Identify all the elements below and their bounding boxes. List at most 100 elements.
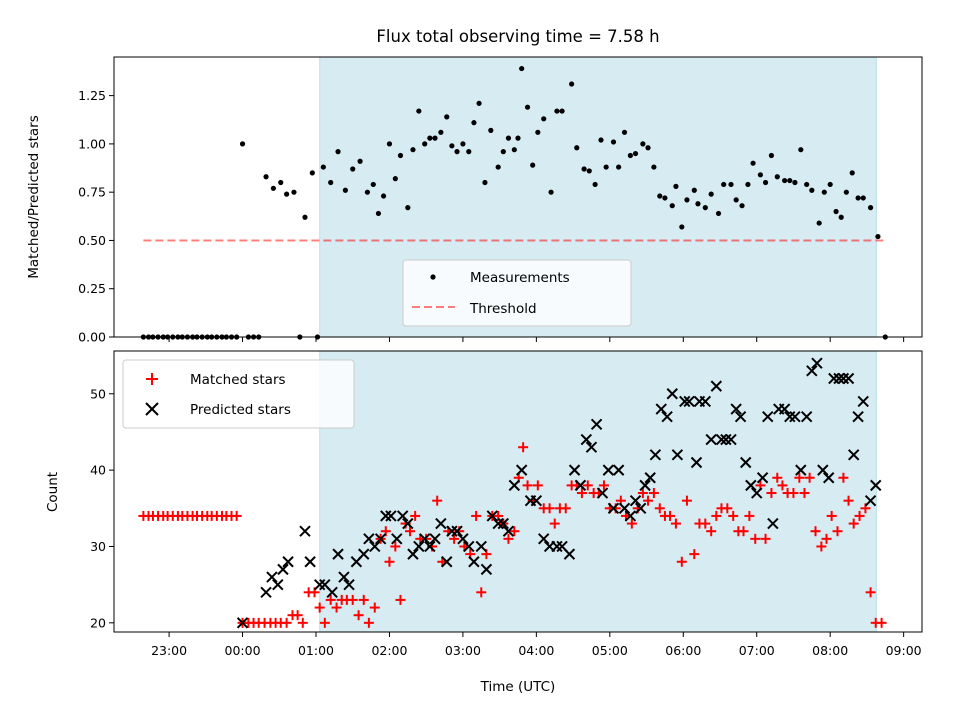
predicted-star-point bbox=[833, 372, 845, 385]
measurement-point bbox=[645, 145, 651, 151]
predicted-star-point bbox=[374, 533, 387, 545]
predicted-star-point bbox=[837, 372, 850, 385]
predicted-star-point bbox=[789, 410, 801, 423]
top-y-tick-label: 0.00 bbox=[78, 330, 106, 345]
measurement-point bbox=[867, 205, 874, 211]
bottom-x-tick-label: 06:00 bbox=[665, 643, 701, 658]
measurement-point bbox=[827, 181, 833, 188]
predicted-star-point bbox=[391, 533, 403, 545]
measurement-point bbox=[816, 220, 822, 226]
matched-star-point bbox=[772, 472, 783, 483]
bottom-panel-frame bbox=[113, 350, 923, 633]
measurement-point bbox=[519, 65, 525, 72]
measurement-point bbox=[669, 203, 675, 209]
predicted-star-point bbox=[299, 525, 311, 537]
measurement-point bbox=[291, 189, 297, 195]
predicted-star-point bbox=[644, 472, 656, 484]
measurement-point bbox=[438, 129, 444, 135]
predicted-star-point bbox=[784, 410, 796, 423]
predicted-star-point bbox=[396, 510, 409, 522]
predicted-star-point bbox=[508, 479, 521, 492]
top-y-tick-label: 1.25 bbox=[78, 88, 106, 103]
measurement-point bbox=[603, 164, 609, 170]
measurement-point bbox=[460, 141, 466, 147]
predicted-star-point bbox=[751, 487, 763, 499]
matched-star-point bbox=[799, 488, 810, 499]
measurement-point bbox=[422, 141, 428, 147]
matched-star-point bbox=[576, 488, 587, 499]
predicted-star-point bbox=[282, 556, 294, 568]
bottom-legend: Matched stars Predicted stars bbox=[122, 359, 355, 429]
matched-star-point bbox=[560, 503, 571, 514]
predicted-star-point bbox=[538, 533, 550, 545]
matched-star-point bbox=[744, 510, 755, 521]
measurement-point bbox=[691, 187, 697, 193]
measurement-point bbox=[278, 179, 284, 186]
bottom-legend-box bbox=[122, 359, 355, 429]
legend-measurements-label: Measurements bbox=[470, 270, 570, 286]
matched-star-point bbox=[325, 594, 336, 605]
predicted-star-point bbox=[756, 472, 769, 484]
predicted-star-point bbox=[828, 372, 840, 385]
matched-star-point bbox=[848, 518, 859, 529]
measurement-point bbox=[662, 195, 668, 201]
matched-star-point bbox=[843, 495, 854, 506]
measurement-point bbox=[505, 135, 512, 141]
predicted-star-point bbox=[475, 540, 487, 553]
top-legend: Measurements Threshold bbox=[402, 259, 632, 327]
measurement-point bbox=[410, 147, 416, 153]
measurement-point bbox=[449, 143, 455, 149]
top-y-axis-label: Matched/Predicted stars bbox=[26, 115, 42, 278]
matched-star-point bbox=[582, 480, 593, 491]
matched-star-point bbox=[297, 617, 308, 628]
measurement-point bbox=[750, 160, 756, 166]
bottom-x-tick-label: 00:00 bbox=[225, 643, 261, 658]
predicted-star-point bbox=[451, 525, 463, 537]
predicted-star-point bbox=[419, 533, 431, 545]
predicted-star-point bbox=[497, 517, 510, 530]
measurement-point bbox=[787, 177, 793, 184]
measurement-point bbox=[838, 214, 844, 220]
matched-star-point bbox=[681, 495, 692, 506]
matched-star-point bbox=[292, 610, 303, 621]
predicted-star-point bbox=[864, 494, 877, 507]
measurement-point bbox=[364, 189, 371, 195]
predicted-star-point bbox=[363, 533, 375, 545]
predicted-star-point bbox=[435, 517, 447, 530]
measurement-point bbox=[598, 137, 604, 143]
measurement-point bbox=[695, 201, 701, 207]
legend-matched-marker bbox=[146, 373, 158, 385]
measurement-point bbox=[581, 166, 587, 172]
matched-star-point bbox=[471, 510, 482, 521]
matched-star-point bbox=[347, 594, 358, 605]
legend-predicted-marker bbox=[145, 402, 159, 416]
matched-star-point bbox=[549, 518, 560, 529]
measurement-point bbox=[375, 210, 382, 217]
matched-star-point bbox=[390, 541, 401, 552]
measurement-point bbox=[721, 181, 727, 188]
predicted-star-point bbox=[734, 410, 747, 423]
matched-star-point bbox=[314, 602, 325, 613]
measurement-point bbox=[586, 168, 592, 174]
measurement-point bbox=[592, 181, 598, 188]
measurement-point bbox=[715, 210, 722, 217]
bottom-panel: 20 30 40 50 23:00 00:00 01:00 02:00 03:00 04:00 0… bbox=[45, 350, 923, 695]
predicted-star-point bbox=[649, 449, 662, 461]
matched-star-point bbox=[522, 480, 533, 491]
predicted-star-point bbox=[385, 510, 397, 522]
predicted-star-point bbox=[380, 510, 392, 522]
measurement-point bbox=[397, 152, 404, 159]
measurement-point bbox=[651, 164, 657, 170]
top-y-tick-label: 0.25 bbox=[78, 281, 106, 296]
matched-star-point bbox=[384, 556, 395, 567]
measurement-point bbox=[821, 189, 827, 195]
bottom-y-tick-label: 50 bbox=[90, 386, 106, 401]
bottom-x-tick-label: 08:00 bbox=[812, 643, 848, 658]
bottom-x-tick-label: 04:00 bbox=[518, 643, 554, 658]
matched-star-point bbox=[410, 510, 421, 521]
measurement-point bbox=[427, 135, 433, 141]
predicted-star-point bbox=[332, 548, 344, 560]
matched-star-point bbox=[476, 587, 487, 598]
predicted-star-point bbox=[639, 479, 651, 492]
measurement-point bbox=[416, 108, 422, 114]
